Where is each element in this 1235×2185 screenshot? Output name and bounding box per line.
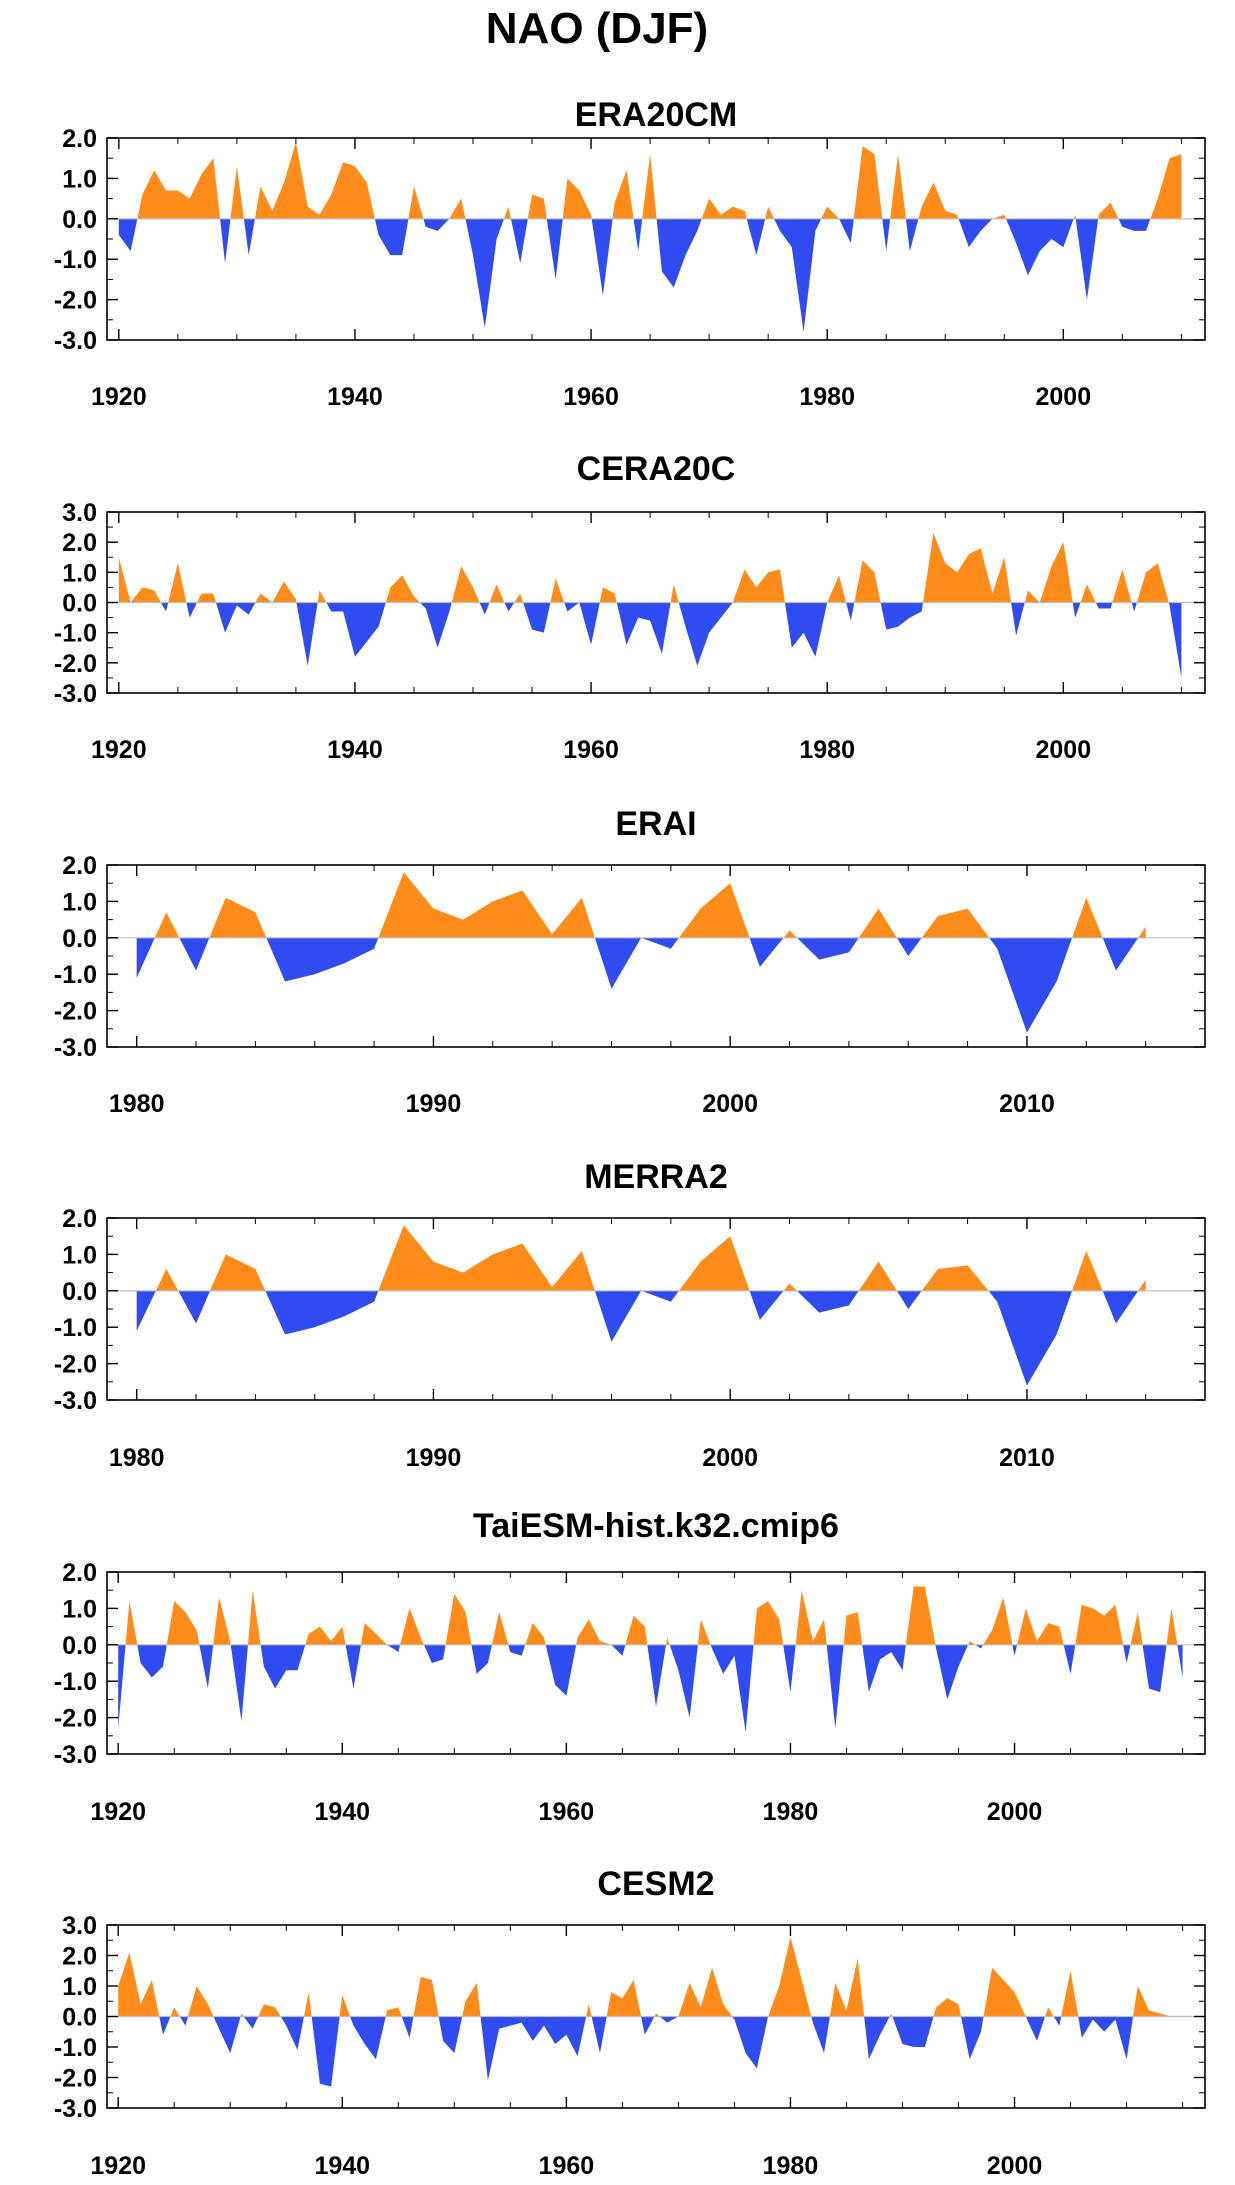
x-tick-label: 1920 <box>90 1798 146 1826</box>
x-tick-label: 1960 <box>539 2152 595 2180</box>
main-title: NAO (DJF) <box>486 4 708 53</box>
x-tick-label: 1990 <box>406 1090 462 1118</box>
x-tick-label: 1980 <box>799 736 855 764</box>
y-tick-label: 1.0 <box>62 1595 97 1623</box>
x-tick-label: 1940 <box>314 2152 370 2180</box>
y-tick-label: 2.0 <box>62 852 97 880</box>
y-tick-label: -3.0 <box>54 2095 97 2123</box>
y-tick-label: 0.0 <box>62 925 97 953</box>
y-tick-label: 2.0 <box>62 125 97 153</box>
y-tick-label: 0.0 <box>62 206 97 234</box>
y-tick-label: -3.0 <box>54 1034 97 1062</box>
x-tick-label: 1980 <box>799 383 855 411</box>
y-tick-label: -2.0 <box>54 1351 97 1379</box>
positive-area-series <box>118 533 1182 603</box>
x-tick-label: 1990 <box>406 1444 462 1472</box>
panel-title: ERA20CM <box>575 96 737 134</box>
panel-cesm2: CESM2 3.0 2.01.0 0.0-1.0 -2.0-3.0 1920 1940 196… <box>54 1865 1206 2180</box>
y-tick-label: 2.0 <box>62 1559 97 1587</box>
panel-cera20c: CERA20C 3.02.01.0 0.0-1.0-2.0-3.0 1920 1940 1… <box>54 450 1206 764</box>
y-tick-label: 0.0 <box>62 2004 97 2032</box>
x-tick-label: 1980 <box>763 1798 819 1826</box>
panel-era20cm: ERA20CM 2.0 1.0 0.0 -1.0 -2.0 -3.0 1920 1940 1960… <box>54 96 1206 411</box>
x-tick-label: 1960 <box>539 1798 595 1826</box>
x-tick-label: 1920 <box>90 2152 146 2180</box>
x-tick-label: 2000 <box>1036 383 1092 411</box>
x-tick-label: 1980 <box>763 2152 819 2180</box>
panel-merra2: MERRA2 2.0 1.0 0.0 -1.0 -2.0 -3.0 1980 1990 2000 2… <box>54 1158 1206 1472</box>
y-tick-label: -1.0 <box>54 620 97 648</box>
negative-area-series <box>118 2016 1183 2087</box>
x-tick-label: 2000 <box>702 1444 758 1472</box>
positive-area-series <box>136 872 1146 938</box>
negative-area-series <box>118 602 1182 678</box>
x-tick-label: 1940 <box>327 736 383 764</box>
y-tick-label: 3.0 <box>62 499 97 527</box>
y-tick-label: -1.0 <box>54 1668 97 1696</box>
x-tick-label: 1980 <box>109 1444 165 1472</box>
x-tick-label: 1940 <box>327 383 383 411</box>
x-tick-label: 2000 <box>1036 736 1092 764</box>
y-tick-label: 0.0 <box>62 1632 97 1660</box>
panel-title: TaiESM-hist.k32.cmip6 <box>473 1507 839 1545</box>
x-tick-label: 2010 <box>999 1090 1055 1118</box>
y-tick-label: -1.0 <box>54 961 97 989</box>
x-tick-label: 1940 <box>314 1798 370 1826</box>
negative-area-series <box>136 1290 1146 1386</box>
y-tick-label: 1.0 <box>62 559 97 587</box>
x-tick-label: 1960 <box>563 736 619 764</box>
y-tick-label: -2.0 <box>54 287 97 315</box>
y-tick-label: -1.0 <box>54 246 97 274</box>
x-tick-label: 2000 <box>987 1798 1043 1826</box>
y-tick-label: -3.0 <box>54 327 97 355</box>
panel-title: ERAI <box>615 805 696 843</box>
y-tick-label: 2.0 <box>62 529 97 557</box>
y-tick-label: -2.0 <box>54 1705 97 1733</box>
y-tick-label: -1.0 <box>54 1314 97 1342</box>
y-tick-label: 2.0 <box>62 1943 97 1971</box>
y-tick-label: -3.0 <box>54 1387 97 1415</box>
positive-area-series <box>118 1937 1183 2017</box>
y-tick-label: 2.0 <box>62 1205 97 1233</box>
positive-area-series <box>118 142 1182 219</box>
panel-taiesm-hist-k32-cmip6: TaiESM-hist.k32.cmip6 2.0 1.0 0.0 -1.0 -2.0 -3… <box>54 1507 1206 1826</box>
positive-area-series <box>136 1225 1146 1291</box>
positive-area-series <box>118 1586 1183 1645</box>
y-tick-label: -2.0 <box>54 998 97 1026</box>
x-tick-label: 1960 <box>563 383 619 411</box>
negative-area-series <box>118 218 1182 332</box>
y-tick-label: 1.0 <box>62 165 97 193</box>
x-tick-label: 2000 <box>702 1090 758 1118</box>
y-tick-label: -2.0 <box>54 650 97 678</box>
y-tick-label: -3.0 <box>54 1741 97 1769</box>
y-tick-label: -2.0 <box>54 2065 97 2093</box>
y-tick-label: 1.0 <box>62 1973 97 2001</box>
x-tick-label: 1920 <box>91 736 147 764</box>
panel-title: MERRA2 <box>584 1158 728 1196</box>
panel-erai: ERAI 2.0 1.0 0.0 -1.0 -2.0 -3.0 1980 1990 2000 201… <box>54 805 1206 1118</box>
negative-area-series <box>136 937 1146 1033</box>
y-tick-label: 1.0 <box>62 888 97 916</box>
x-tick-label: 2000 <box>987 2152 1043 2180</box>
y-tick-label: -1.0 <box>54 2034 97 2062</box>
x-tick-label: 2010 <box>999 1444 1055 1472</box>
y-tick-label: 1.0 <box>62 1241 97 1269</box>
x-tick-label: 1920 <box>91 383 147 411</box>
y-tick-label: -3.0 <box>54 680 97 708</box>
x-tick-label: 1980 <box>109 1090 165 1118</box>
y-tick-label: 0.0 <box>62 590 97 618</box>
y-tick-label: 3.0 <box>62 1912 97 1940</box>
negative-area-series <box>118 1644 1183 1733</box>
y-tick-label: 0.0 <box>62 1278 97 1306</box>
panel-title: CERA20C <box>577 450 736 488</box>
panel-title: CESM2 <box>597 1865 714 1903</box>
